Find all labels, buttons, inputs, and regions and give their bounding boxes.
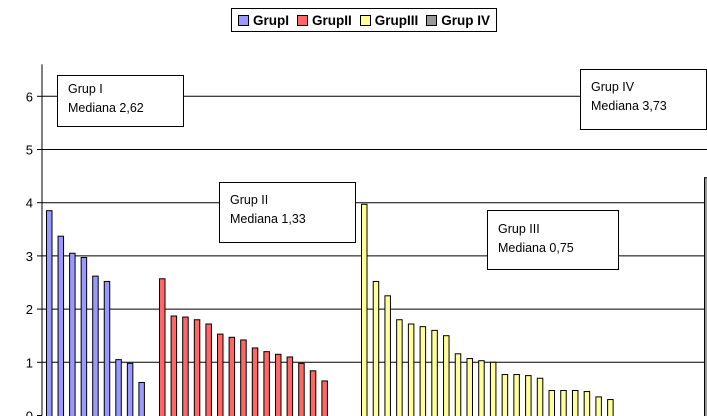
bar-grupiii-15 bbox=[525, 375, 532, 416]
annotation-grup2-title: Grup II bbox=[230, 193, 269, 207]
bar-grupii-2 bbox=[170, 315, 178, 416]
annotation-grup2-median: Mediana 1,33 bbox=[230, 212, 306, 226]
y-tick-label: 4 bbox=[26, 196, 33, 211]
bar-grupii-12 bbox=[286, 356, 294, 416]
bar-grupi-3 bbox=[69, 252, 76, 416]
annotation-grup4-title: Grup IV bbox=[591, 80, 635, 94]
bar-grupiii-9 bbox=[454, 353, 462, 416]
bar-grupii-9 bbox=[251, 347, 259, 416]
legend-label-grup1: GrupI bbox=[253, 12, 289, 28]
y-tick-label: 0 bbox=[26, 409, 33, 416]
bar-grupiii-6 bbox=[419, 326, 427, 416]
bar-grupiii-16 bbox=[536, 377, 544, 416]
legend-item-grup2: GrupII bbox=[297, 13, 352, 28]
bar-grupiii-4 bbox=[396, 319, 403, 416]
bar-grupii-11 bbox=[275, 353, 282, 416]
annotation-grup1: Grup I Mediana 2,62 bbox=[57, 75, 184, 127]
annotation-grup1-median: Mediana 2,62 bbox=[68, 101, 144, 115]
legend-swatch-grup4 bbox=[426, 14, 438, 26]
y-tick-label: 2 bbox=[26, 302, 33, 317]
bar-grupii-14 bbox=[309, 370, 317, 416]
bar-grupiii-3 bbox=[384, 295, 391, 416]
bar-grupiii-5 bbox=[407, 323, 415, 416]
bar-grupii-5 bbox=[205, 323, 212, 416]
bar-grupii-10 bbox=[263, 351, 270, 416]
y-tick-label: 6 bbox=[26, 89, 33, 104]
bar-grupiii-13 bbox=[501, 374, 509, 416]
bar-grupii-13 bbox=[298, 362, 305, 416]
bar-grupii-8 bbox=[240, 339, 247, 416]
axes bbox=[37, 64, 43, 416]
bar-grupiii-2 bbox=[372, 280, 380, 416]
bar-grupii-7 bbox=[228, 336, 236, 416]
annotation-grup3-median: Mediana 0,75 bbox=[498, 241, 574, 255]
bar-grupiii-22 bbox=[607, 399, 614, 416]
y-tick-labels: 0 1 2 3 4 5 6 bbox=[26, 89, 33, 416]
legend-label-grup2: GrupII bbox=[312, 12, 352, 28]
bar-grupiv-1 bbox=[704, 177, 707, 416]
annotation-grup3-title: Grup III bbox=[498, 222, 540, 236]
legend-swatch-grup1 bbox=[238, 14, 249, 26]
bar-grupi-8 bbox=[126, 362, 134, 416]
bar-grupii-15 bbox=[321, 380, 328, 416]
annotation-grup3: Grup III Mediana 0,75 bbox=[487, 210, 619, 270]
bar-grupii-4 bbox=[193, 319, 201, 416]
bar-grupii-3 bbox=[182, 316, 189, 416]
bar-grupi-9 bbox=[138, 382, 145, 416]
bar-grupii-6 bbox=[217, 333, 224, 416]
bar-grupiii-14 bbox=[513, 374, 520, 416]
legend-swatch-grup3 bbox=[359, 14, 371, 26]
legend-label-grup4: Grup IV bbox=[441, 12, 491, 28]
y-tick-label: 1 bbox=[26, 355, 33, 370]
annotation-grup4-median: Mediana 3,73 bbox=[591, 99, 667, 113]
annotation-grup2: Grup II Mediana 1,33 bbox=[219, 182, 356, 243]
bar-grupiii-1 bbox=[361, 203, 368, 416]
annotation-grup4: Grup IV Mediana 3,73 bbox=[580, 69, 707, 130]
legend-item-grup4: Grup IV bbox=[426, 13, 490, 28]
bar-grupiii-11 bbox=[478, 360, 485, 416]
bar-grupiii-19 bbox=[571, 389, 579, 416]
bar-grupi-2 bbox=[57, 235, 65, 416]
bar-grupiii-10 bbox=[466, 358, 473, 416]
y-tick-label: 3 bbox=[26, 249, 33, 264]
legend-item-grup1: GrupI bbox=[238, 13, 289, 28]
bars bbox=[46, 177, 707, 416]
bar-grupiii-8 bbox=[443, 335, 450, 416]
bar-grupiii-12 bbox=[489, 361, 497, 416]
legend-item-grup3: GrupIII bbox=[359, 12, 419, 28]
legend-label-grup3: GrupIII bbox=[374, 12, 419, 28]
bar-grupi-7 bbox=[115, 359, 122, 416]
y-tick-label: 5 bbox=[26, 143, 33, 158]
bar-grupi-1 bbox=[46, 210, 53, 416]
bar-grupii-1 bbox=[159, 278, 166, 416]
bar-grupiii-18 bbox=[560, 389, 567, 416]
bar-grupiii-17 bbox=[548, 389, 556, 416]
legend: GrupI GrupII GrupIII Grup IV bbox=[231, 8, 498, 32]
bar-grupiii-20 bbox=[583, 391, 591, 416]
bar-grupi-6 bbox=[103, 280, 111, 416]
legend-swatch-grup2 bbox=[297, 14, 308, 26]
annotation-grup1-title: Grup I bbox=[68, 82, 103, 96]
bar-grupi-5 bbox=[92, 275, 99, 416]
bar-grupiii-21 bbox=[595, 396, 602, 416]
bar-grupiii-7 bbox=[431, 329, 438, 416]
bar-grupi-4 bbox=[80, 256, 88, 416]
